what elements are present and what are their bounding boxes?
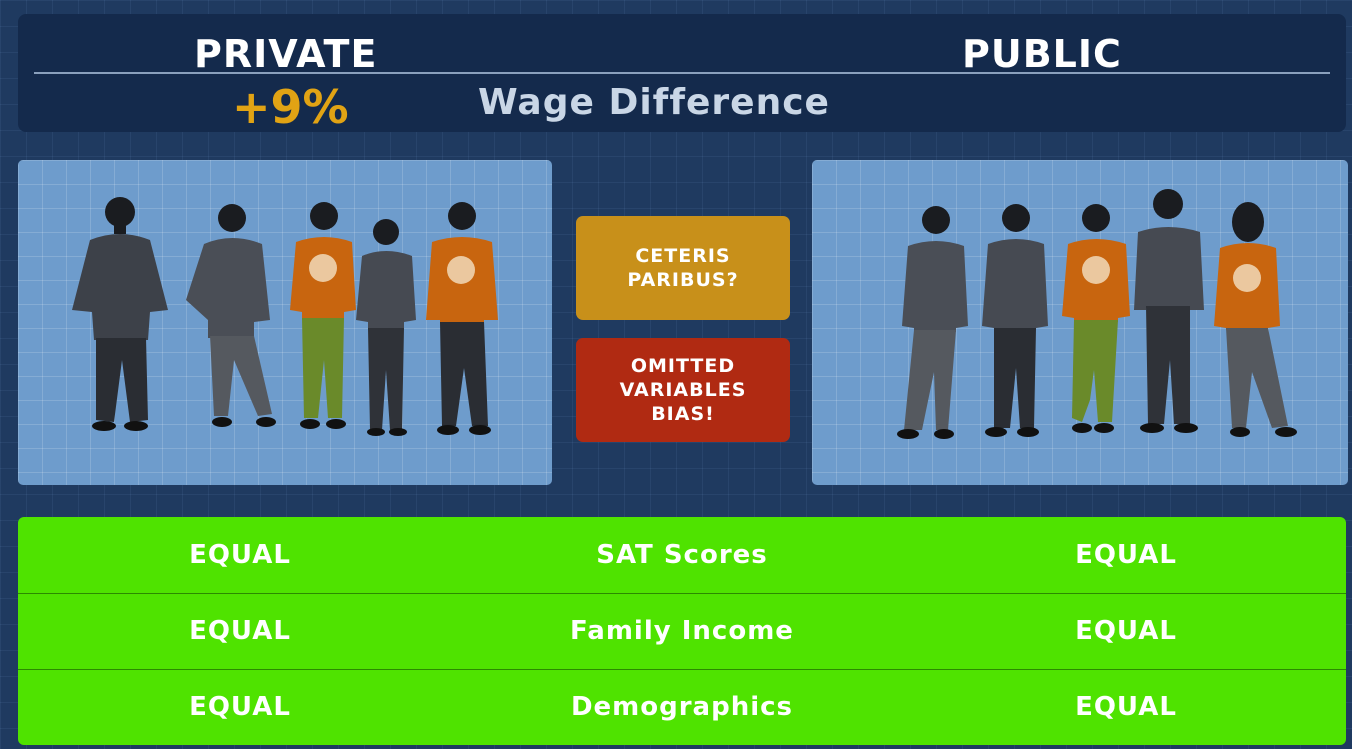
person-silhouette-icon <box>72 197 168 431</box>
person-silhouette-icon <box>356 219 416 436</box>
einstein-portrait-icon <box>309 254 337 282</box>
person-silhouette-icon <box>897 206 968 439</box>
private-group-figures <box>72 197 498 436</box>
omitted-variables-bias-tag: OMITTED VARIABLES BIAS! <box>576 338 790 442</box>
private-value: EQUAL <box>189 540 291 570</box>
private-value: EQUAL <box>189 616 291 646</box>
wage-difference-value: +9% <box>232 80 349 134</box>
person-silhouette-icon <box>186 204 276 427</box>
public-group-panel <box>812 160 1348 485</box>
person-silhouette-icon <box>1062 204 1130 433</box>
wage-difference-label: Wage Difference <box>478 82 830 123</box>
public-value: EQUAL <box>1075 540 1177 570</box>
table-row: EQUAL Family Income EQUAL <box>18 593 1346 670</box>
row-label: Family Income <box>570 616 794 646</box>
person-silhouette-icon <box>982 204 1048 437</box>
person-silhouette-icon <box>1214 202 1297 437</box>
private-group-panel <box>18 160 552 485</box>
public-value: EQUAL <box>1075 692 1177 722</box>
table-row: EQUAL SAT Scores EQUAL <box>18 517 1346 594</box>
comparison-table: EQUAL SAT Scores EQUAL EQUAL Family Inco… <box>18 517 1346 745</box>
row-label: Demographics <box>570 692 794 722</box>
person-silhouette-icon <box>1134 189 1204 433</box>
public-group-figures <box>897 189 1297 439</box>
public-title: PUBLIC <box>962 32 1122 76</box>
einstein-portrait-icon <box>1233 264 1261 292</box>
row-label: SAT Scores <box>596 540 768 570</box>
private-value: EQUAL <box>189 692 291 722</box>
person-silhouette-icon <box>290 202 356 429</box>
ceteris-paribus-tag: CETERIS PARIBUS? <box>576 216 790 320</box>
einstein-portrait-icon <box>447 256 475 284</box>
table-row: EQUAL Demographics EQUAL <box>18 669 1346 745</box>
einstein-portrait-icon <box>1082 256 1110 284</box>
public-value: EQUAL <box>1075 616 1177 646</box>
header-bar: PRIVATE PUBLIC +9% Wage Difference <box>18 14 1346 134</box>
person-silhouette-icon <box>426 202 498 435</box>
header-divider <box>34 72 1330 74</box>
private-title: PRIVATE <box>194 32 378 76</box>
